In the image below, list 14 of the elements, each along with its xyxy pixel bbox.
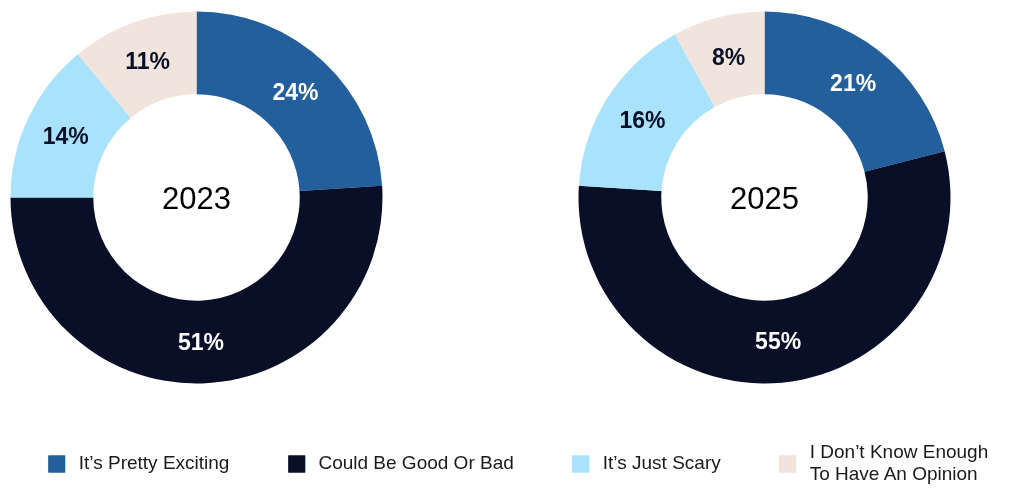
data-label: 51% [178, 329, 225, 356]
data-label: 16% [619, 107, 666, 134]
legend-label: It’s Pretty Exciting [78, 452, 230, 474]
data-label: 21% [830, 70, 877, 97]
data-label: 55% [755, 328, 802, 355]
slice-label: 2025 [730, 180, 799, 216]
legend-label: It’s Just Scary [602, 452, 721, 474]
legend-label: I Don’t Know Enough To Have An Opinion [809, 441, 989, 485]
slice-label: 2023 [162, 180, 231, 216]
data-label: 11% [125, 48, 170, 75]
legend-label: Could Be Good Or Bad [318, 452, 514, 474]
data-label: 24% [272, 79, 319, 106]
data-label: 14% [42, 122, 89, 149]
data-label: 8% [711, 44, 746, 71]
